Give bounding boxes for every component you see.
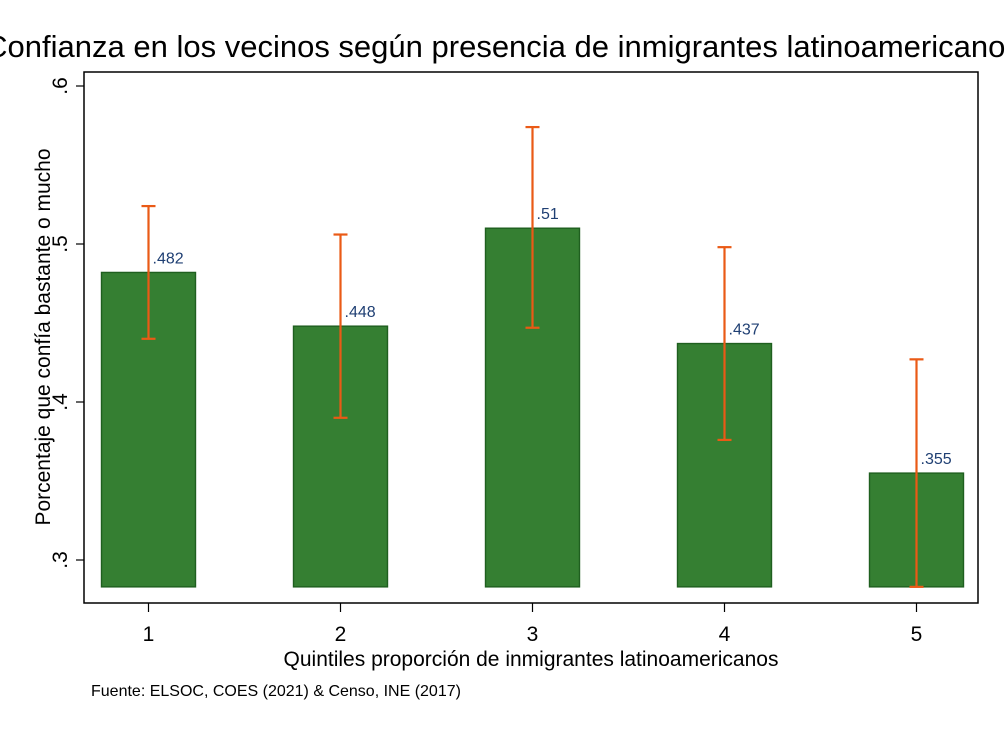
- y-tick-label: .4: [49, 393, 72, 411]
- x-tick-label: 1: [143, 623, 155, 646]
- y-tick-label: .6: [49, 77, 72, 95]
- y-axis: .3 .4 .5 .6: [49, 77, 84, 569]
- data-label: .355: [921, 451, 952, 468]
- y-axis-label: Porcentaje que confía bastante o mucho: [32, 148, 55, 525]
- x-axis: 1 2 3 4 5: [143, 603, 923, 646]
- plot-frame: [83, 71, 979, 604]
- data-labels: .482 .448 .51 .437 .355: [153, 206, 952, 468]
- data-label: .482: [153, 250, 184, 267]
- x-tick-label: 3: [527, 623, 539, 646]
- source-note: Fuente: ELSOC, COES (2021) & Censo, INE …: [91, 683, 461, 700]
- data-label: .437: [729, 322, 760, 339]
- chart-title: Confianza en los vecinos según presencia…: [0, 29, 1006, 64]
- x-tick-label: 4: [719, 623, 731, 646]
- data-label: .51: [537, 206, 559, 223]
- x-axis-label: Quintiles proporción de inmigrantes lati…: [284, 648, 779, 671]
- x-tick-label: 5: [911, 623, 923, 646]
- x-tick-label: 2: [335, 623, 347, 646]
- y-tick-label: .3: [49, 551, 72, 569]
- y-tick-label: .5: [49, 235, 72, 253]
- error-bars: [141, 125, 924, 588]
- data-label: .448: [345, 304, 376, 321]
